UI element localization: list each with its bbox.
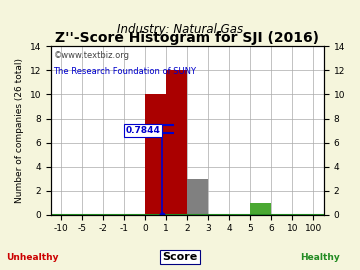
- Text: 0.7844: 0.7844: [126, 126, 161, 135]
- Bar: [250, 203, 271, 215]
- Text: Healthy: Healthy: [301, 253, 340, 262]
- Bar: [166, 70, 187, 215]
- Text: Score: Score: [162, 252, 198, 262]
- Text: Unhealthy: Unhealthy: [6, 253, 59, 262]
- Text: Industry: Natural Gas: Industry: Natural Gas: [117, 23, 243, 36]
- Title: Z''-Score Histogram for SJI (2016): Z''-Score Histogram for SJI (2016): [55, 31, 319, 45]
- Bar: [187, 179, 208, 215]
- Text: ©www.textbiz.org: ©www.textbiz.org: [54, 51, 130, 60]
- Text: The Research Foundation of SUNY: The Research Foundation of SUNY: [54, 67, 197, 76]
- Bar: [145, 94, 166, 215]
- Y-axis label: Number of companies (26 total): Number of companies (26 total): [15, 58, 24, 203]
